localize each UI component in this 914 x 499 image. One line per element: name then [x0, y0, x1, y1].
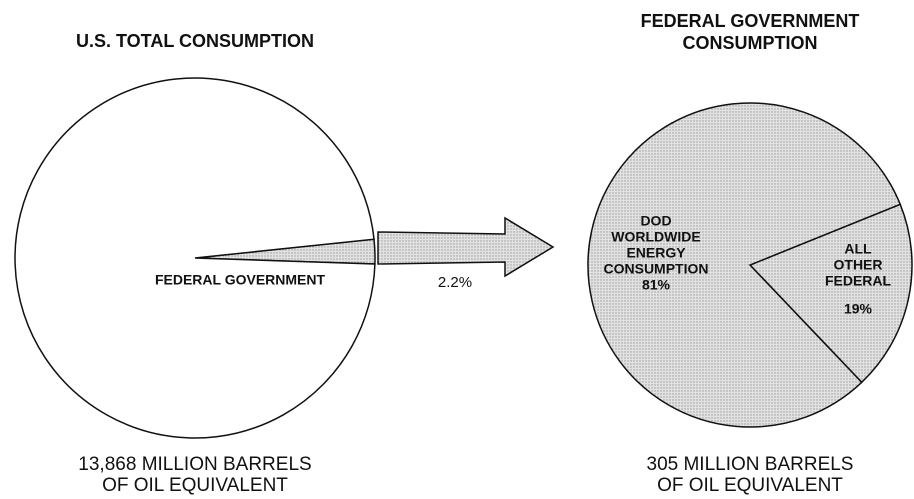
slice-label: ALL: [844, 241, 872, 257]
chart-title: CONSUMPTION: [683, 33, 818, 53]
pie-slice: [14, 77, 376, 439]
slice-label: FEDERAL: [825, 273, 892, 289]
footnote: OF OIL EQUIVALENT: [657, 475, 843, 496]
slice-label: ENERGY: [626, 245, 686, 261]
chart-title: FEDERAL GOVERNMENT: [641, 11, 860, 31]
slice-label: WORLDWIDE: [611, 229, 700, 245]
value-label: 19%: [844, 301, 873, 317]
footnote: OF OIL EQUIVALENT: [102, 475, 288, 496]
pie-slice: [587, 102, 902, 428]
footnote: 305 MILLION BARRELS: [647, 454, 854, 475]
value-label: 2.2%: [438, 274, 472, 291]
slice-label: DOD: [640, 213, 671, 229]
value-label: 81%: [642, 277, 671, 293]
slice-label: OTHER: [834, 257, 883, 273]
slice-label: CONSUMPTION: [604, 261, 709, 277]
slice-label: FEDERAL GOVERNMENT: [155, 272, 326, 288]
footnote: 13,868 MILLION BARRELS: [78, 454, 311, 475]
arrow: [377, 216, 555, 278]
chart-title: U.S. TOTAL CONSUMPTION: [76, 31, 314, 51]
